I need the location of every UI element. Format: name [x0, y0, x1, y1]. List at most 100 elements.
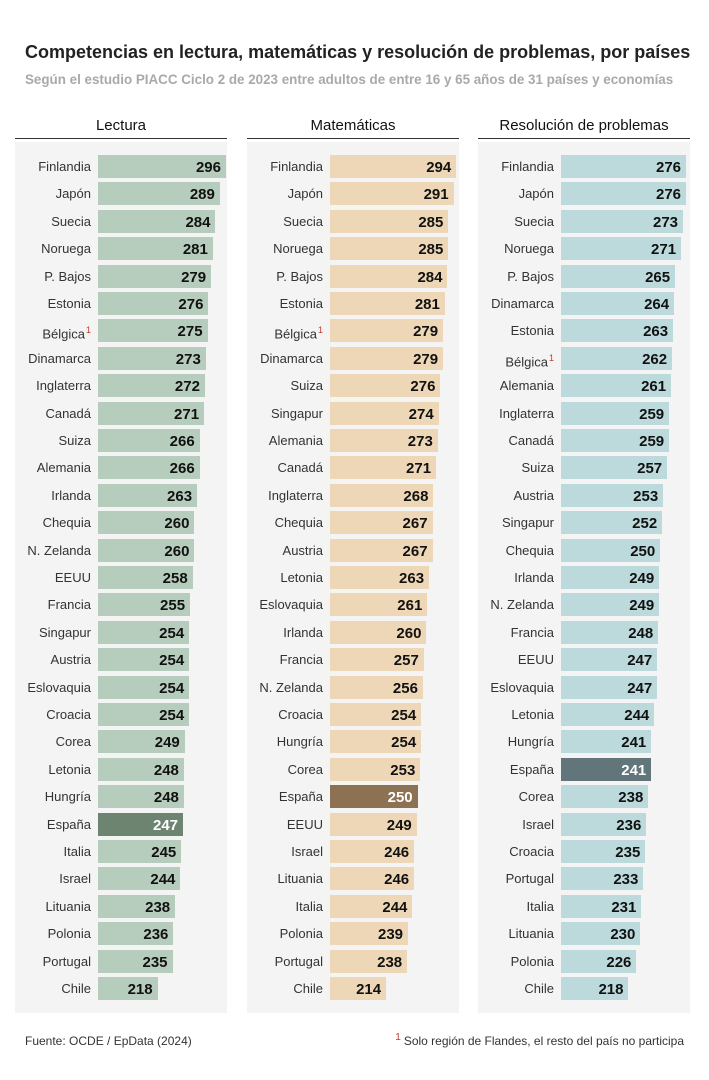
- chart-row: N. Zelanda 260: [15, 537, 227, 564]
- data-label: 254: [159, 652, 185, 670]
- bar: 257: [330, 648, 424, 672]
- chart-row: Dinamarca 264: [478, 290, 690, 317]
- category-label: P. Bajos: [507, 268, 554, 284]
- category-label: Italia: [63, 844, 91, 859]
- category-label: EEUU: [286, 816, 323, 832]
- category-label: P. Bajos: [44, 268, 91, 284]
- data-label: 244: [624, 707, 650, 724]
- category-label: Israel: [59, 871, 91, 887]
- chart-row: EEUU 249: [247, 811, 459, 838]
- data-label: 254: [159, 707, 185, 724]
- chart-row: Alemania 273: [247, 427, 459, 454]
- category-label: Chile: [61, 981, 91, 996]
- category-label: Canadá: [45, 405, 91, 421]
- category-label: Austria: [50, 652, 91, 668]
- chart-row: Suecia 284: [15, 208, 227, 235]
- bar: 235: [98, 949, 173, 973]
- category-label: Dinamarca: [260, 350, 323, 366]
- data-label: 244: [150, 871, 176, 889]
- category-label: Chile: [293, 981, 323, 996]
- chart-row: P. Bajos 284: [247, 263, 459, 290]
- data-label: 271: [651, 241, 677, 259]
- chart-row: Francia 255: [15, 591, 227, 618]
- chart-row: EEUU 247: [478, 646, 690, 673]
- data-label: 254: [159, 624, 185, 642]
- data-label: 273: [175, 350, 201, 368]
- data-label: 259: [639, 433, 665, 450]
- bar: 263: [98, 483, 198, 507]
- data-label: 250: [630, 542, 656, 560]
- category-label: Corea: [518, 789, 554, 805]
- category-label: Portugal: [505, 871, 554, 887]
- bar: 273: [330, 429, 438, 452]
- category-label: Alemania: [36, 460, 91, 476]
- chart-row: Japón 276: [478, 180, 690, 207]
- chart-row: España 250: [247, 783, 459, 810]
- bar: 281: [98, 237, 213, 261]
- bar: 255: [98, 593, 191, 617]
- category-label: Croacia: [46, 707, 91, 722]
- bar: 249: [561, 593, 660, 617]
- data-label: 252: [632, 515, 658, 533]
- data-label: 247: [153, 816, 179, 834]
- bar: 291: [330, 182, 454, 206]
- bar: 271: [561, 237, 682, 261]
- category-label: Eslovaquia: [259, 597, 323, 613]
- chart-row: Alemania 266: [15, 454, 227, 481]
- bar: 248: [98, 757, 184, 781]
- bar: 279: [98, 264, 212, 288]
- chart-row: Corea 238: [478, 783, 690, 810]
- data-label: 271: [406, 460, 432, 478]
- bar: 257: [561, 456, 668, 480]
- chart-row: Portugal 233: [478, 865, 690, 892]
- category-label: Croacia: [278, 707, 323, 722]
- chart-row: Alemania 261: [478, 372, 690, 399]
- chart-row: Polonia 226: [478, 948, 690, 975]
- bar: 226: [561, 949, 637, 973]
- category-label: Portugal: [274, 953, 323, 969]
- data-label: 268: [403, 487, 429, 505]
- bar: 276: [330, 374, 441, 398]
- bar: 244: [98, 867, 181, 891]
- bar: 259: [561, 429, 670, 452]
- category-label: Italia: [526, 898, 554, 914]
- category-label: Chequia: [274, 515, 323, 531]
- bar: 266: [98, 429, 200, 452]
- bar: 248: [561, 620, 659, 644]
- category-label: Suiza: [290, 378, 323, 394]
- chart-row: Croacia 235: [478, 838, 690, 865]
- category-label: Polonia: [510, 953, 554, 969]
- category-label: Bélgica1: [42, 325, 91, 342]
- category-label: EEUU: [517, 652, 554, 668]
- category-label: Italia: [295, 898, 323, 914]
- data-label: 281: [182, 241, 208, 259]
- category-label: Estonia: [510, 323, 554, 339]
- data-label: 275: [177, 323, 203, 341]
- data-label: 258: [162, 570, 188, 587]
- footnote: 1 Solo región de Flandes, el resto del pa…: [395, 1032, 684, 1048]
- data-label: 218: [598, 981, 624, 998]
- chart-row: Japón 291: [247, 180, 459, 207]
- data-label: 274: [408, 405, 434, 423]
- bar: 261: [330, 593, 428, 617]
- bar: 271: [330, 456, 437, 480]
- chart-row: Francia 248: [478, 619, 690, 646]
- chart-row: Lituania 238: [15, 893, 227, 920]
- data-label: 250: [387, 789, 413, 807]
- bar: 253: [330, 757, 421, 781]
- chart-row: Austria 253: [478, 482, 690, 509]
- bar: 263: [561, 319, 674, 343]
- chart-row: Chequia 260: [15, 509, 227, 536]
- data-label: 248: [153, 761, 179, 779]
- bar: 214: [330, 977, 387, 1000]
- data-label: 263: [167, 487, 193, 505]
- category-label: Inglaterra: [36, 378, 91, 394]
- category-label: Canadá: [508, 433, 554, 448]
- chart-row: Israel 244: [15, 865, 227, 892]
- bar: 264: [561, 292, 675, 315]
- bar: 254: [98, 620, 190, 644]
- category-label: Noruega: [273, 241, 323, 257]
- bar: 276: [561, 182, 687, 206]
- category-label: Singapur: [38, 624, 91, 640]
- bar: 294: [330, 155, 457, 178]
